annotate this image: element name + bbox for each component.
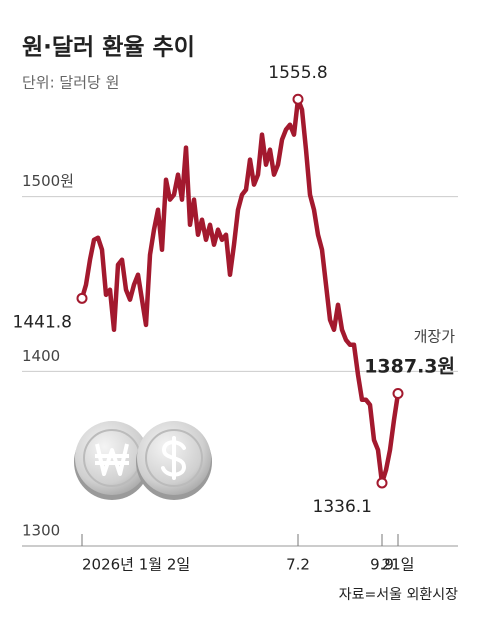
x-tick-label: 7.2	[286, 556, 310, 574]
y-tick-label: 1400	[22, 347, 60, 365]
coins-icon	[74, 421, 212, 500]
x-tick-label: 2026년 1월 2일	[82, 556, 190, 574]
value-label: 1555.8	[268, 63, 327, 83]
line	[79, 96, 401, 486]
point-marker	[76, 292, 88, 304]
x-tick-label: 21일	[382, 556, 415, 574]
y-tick-label: 1500원	[22, 172, 74, 190]
value-label: 1336.1	[313, 497, 372, 517]
chart-subtitle: 단위: 달러당 원	[22, 74, 119, 92]
point-marker	[376, 477, 388, 489]
value-label: 1441.8	[13, 312, 72, 332]
chart-title: 원·달러 환율 추이	[22, 35, 195, 61]
value-label: 1387.3원	[364, 356, 455, 378]
point-marker	[292, 93, 304, 105]
y-tick-label: 1300	[22, 522, 60, 540]
source: 자료=서울 외환시장	[339, 587, 458, 603]
annotation: 개장가	[414, 328, 456, 346]
point-marker	[392, 388, 404, 400]
x-tick-label: 9.9	[370, 556, 394, 574]
